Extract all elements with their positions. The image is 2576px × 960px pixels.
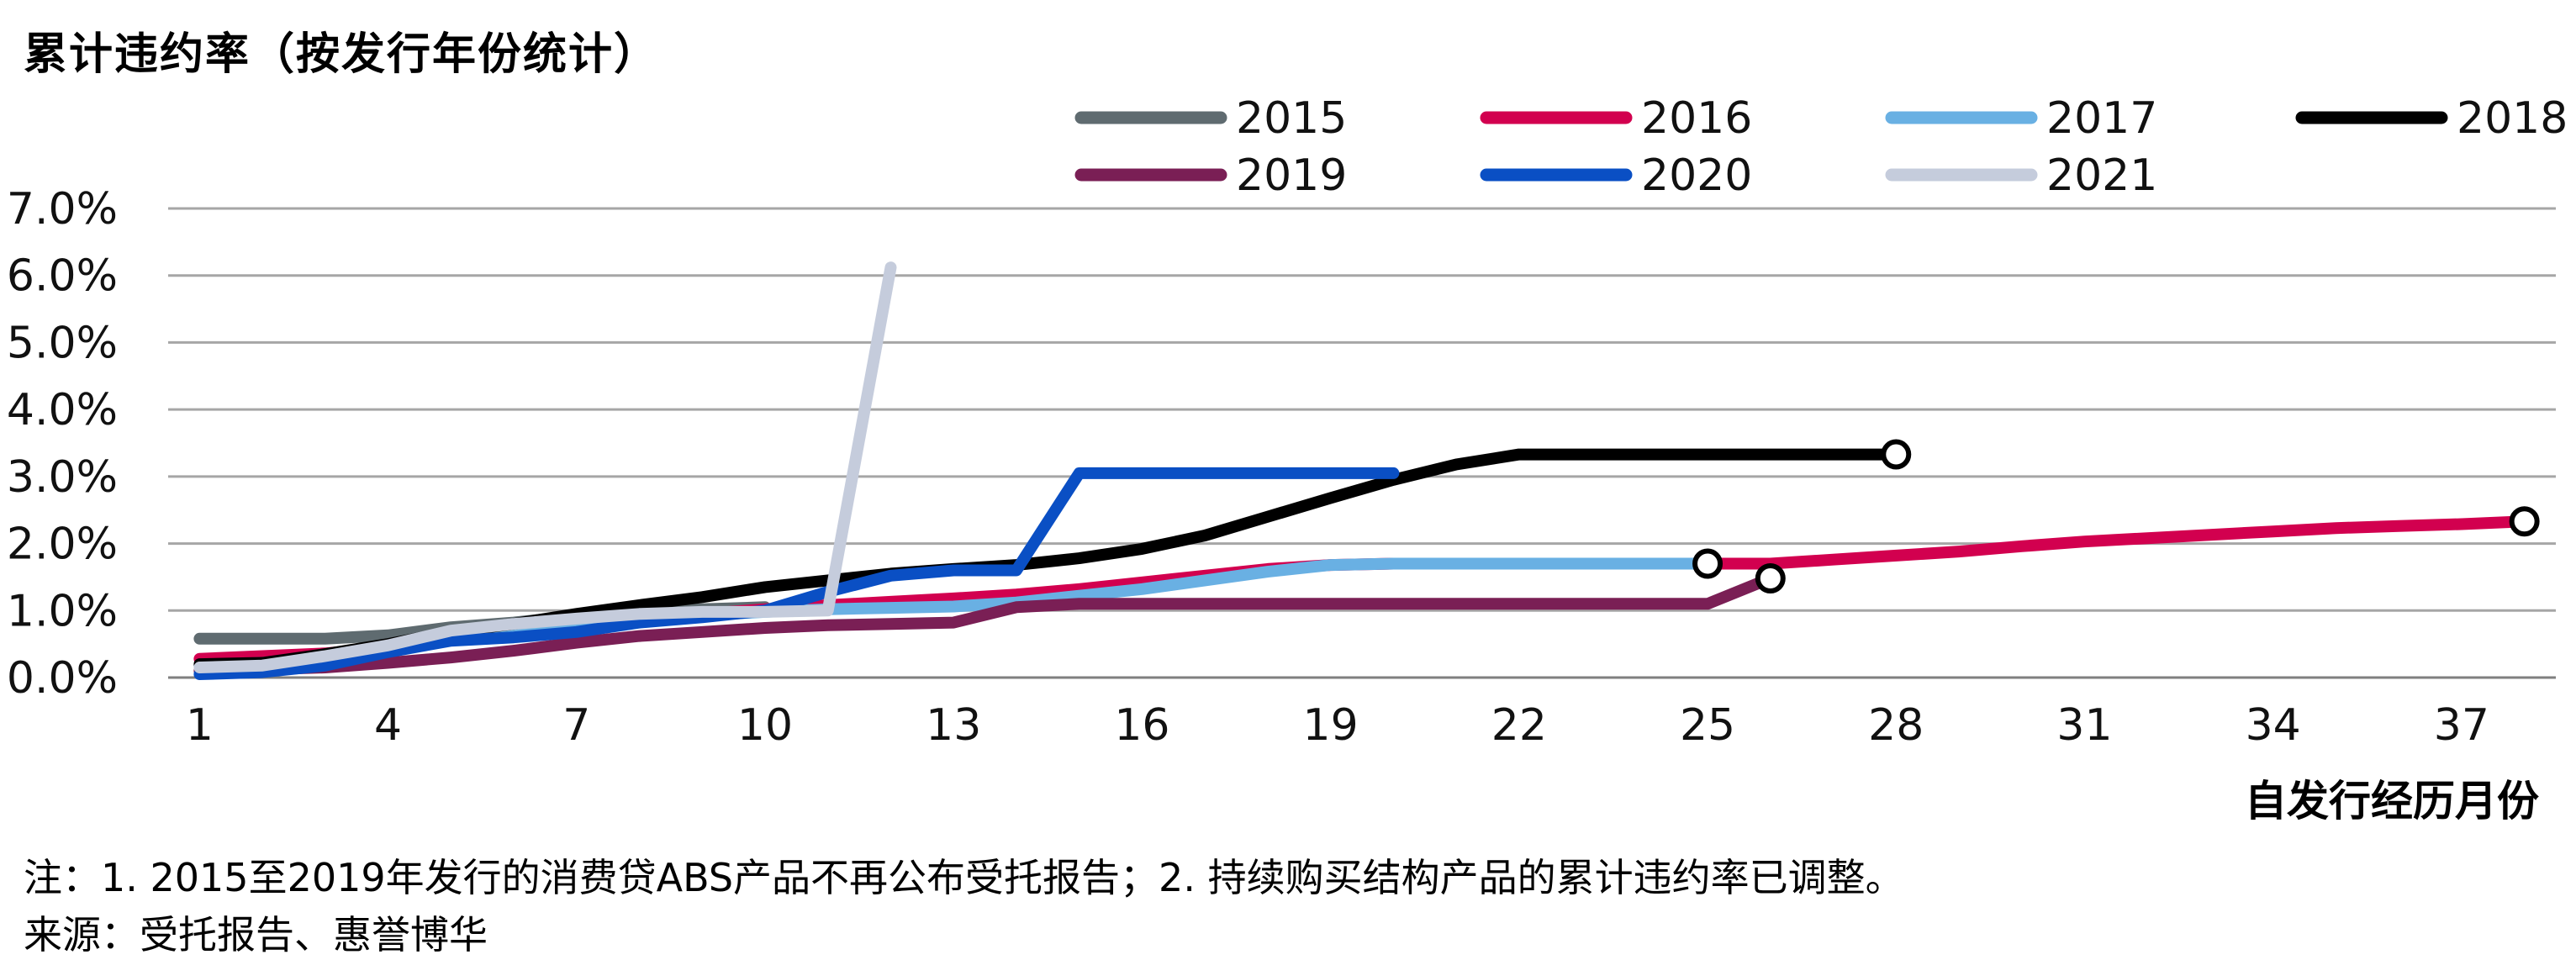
legend-label: 2018 [2457, 93, 2568, 144]
y-tick-label: 4.0% [7, 385, 118, 435]
legend-label: 2017 [2046, 93, 2157, 144]
end-marker-2017 [1692, 548, 1723, 579]
series-lines [193, 261, 2531, 680]
y-tick-label: 7.0% [7, 184, 118, 235]
y-tick-label: 3.0% [7, 452, 118, 503]
y-tick-label: 1.0% [7, 586, 118, 636]
y-tick-label: 2.0% [7, 520, 118, 570]
y-tick-label: 5.0% [7, 318, 118, 368]
x-tick-label: 13 [926, 700, 981, 751]
x-tick-label: 16 [1114, 700, 1169, 751]
legend-label: 2020 [1641, 150, 1752, 201]
legend-item-2019: 2019 [1074, 150, 1347, 201]
end-marker-2016 [2509, 506, 2540, 537]
legend-item-2018: 2018 [2295, 93, 2568, 144]
x-tick-label: 31 [2056, 700, 2112, 751]
series-line-2020 [193, 467, 1400, 680]
legend-label: 2019 [1236, 150, 1347, 201]
legend-item-2016: 2016 [1480, 93, 1752, 144]
legend-item-2017: 2017 [1885, 93, 2157, 144]
legend-item-2020: 2020 [1480, 150, 1752, 201]
footnote: 注：1. 2015至2019年发行的消费贷ABS产品不再公布受托报告；2. 持续… [24, 855, 1904, 900]
y-tick-label: 0.0% [7, 653, 118, 704]
x-tick-label: 10 [737, 700, 793, 751]
x-tick-label: 37 [2434, 700, 2489, 751]
end-marker-2019 [1755, 563, 1786, 594]
legend-label: 2015 [1236, 93, 1347, 144]
end-marker-2018 [1881, 439, 1912, 470]
gridlines [168, 207, 2556, 679]
x-tick-label: 19 [1303, 700, 1359, 751]
x-tick-label: 7 [562, 700, 590, 751]
legend-label: 2016 [1641, 93, 1752, 144]
x-axis-title: 自发行经历月份 [2245, 777, 2539, 825]
legend-item-2015: 2015 [1074, 93, 1347, 144]
chart-title: 累计违约率（按发行年份统计） [24, 29, 659, 80]
y-axis-ticks: 0.0% 1.0% 2.0% 3.0% 4.0% 5.0% 6.0% 7.0% [7, 184, 118, 704]
legend: 2015 2016 2017 2018 2019 2020 2021 [1074, 93, 2568, 201]
x-tick-label: 34 [2246, 700, 2301, 751]
source-note: 来源：受托报告、惠誉博华 [24, 912, 488, 957]
y-tick-label: 6.0% [7, 251, 118, 302]
end-markers [1692, 439, 2540, 594]
legend-item-2021: 2021 [1885, 150, 2157, 201]
x-tick-label: 28 [1868, 700, 1924, 751]
x-axis-ticks: 1 4 7 10 13 16 19 22 25 28 31 34 37 [186, 700, 2489, 751]
series-line-2019 [193, 572, 1776, 677]
x-tick-label: 4 [374, 700, 402, 751]
x-tick-label: 22 [1491, 700, 1547, 751]
x-tick-label: 1 [186, 700, 214, 751]
legend-label: 2021 [2046, 150, 2157, 201]
x-tick-label: 25 [1680, 700, 1735, 751]
series-line-2021 [193, 261, 897, 673]
